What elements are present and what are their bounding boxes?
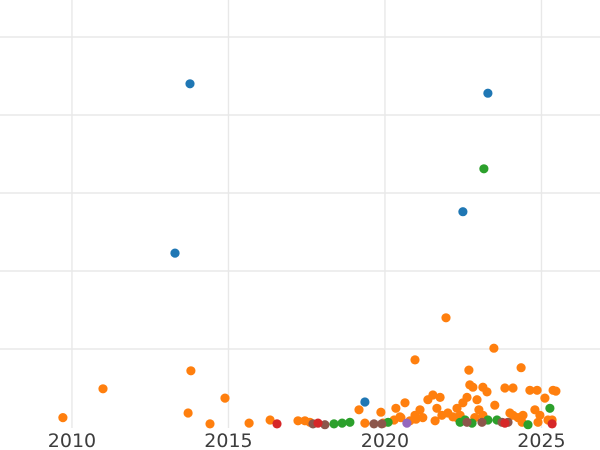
data-point-orange[interactable] [354, 405, 364, 415]
data-point-orange[interactable] [468, 382, 478, 392]
data-point-red[interactable] [547, 419, 557, 429]
data-point-orange[interactable] [452, 403, 462, 413]
data-point-orange[interactable] [532, 385, 542, 395]
data-point-orange[interactable] [293, 416, 303, 426]
data-point-green[interactable] [523, 420, 533, 430]
data-point-orange[interactable] [410, 355, 420, 365]
data-point-red[interactable] [313, 418, 323, 428]
data-point-orange[interactable] [205, 419, 215, 429]
data-point-orange[interactable] [400, 398, 410, 408]
data-point-orange[interactable] [415, 405, 425, 415]
data-point-orange[interactable] [244, 418, 254, 428]
data-point-orange[interactable] [428, 390, 438, 400]
data-point-orange[interactable] [186, 366, 196, 376]
data-point-brown[interactable] [369, 419, 379, 429]
x-tick-label: 2025 [517, 430, 565, 450]
data-point-orange[interactable] [391, 403, 401, 413]
data-point-orange[interactable] [508, 383, 518, 393]
data-point-green[interactable] [545, 403, 555, 413]
data-point-brown[interactable] [462, 417, 472, 427]
data-point-orange[interactable] [430, 416, 440, 426]
data-point-orange[interactable] [472, 395, 482, 405]
data-point-orange[interactable] [540, 393, 550, 403]
data-point-orange[interactable] [462, 392, 472, 402]
data-point-orange[interactable] [418, 413, 428, 423]
data-point-blue[interactable] [360, 397, 370, 407]
data-point-orange[interactable] [482, 387, 492, 397]
data-point-brown[interactable] [377, 419, 387, 429]
data-point-orange[interactable] [360, 418, 370, 428]
data-point-blue[interactable] [458, 207, 468, 217]
x-tick-label: 2015 [204, 430, 252, 450]
data-point-orange[interactable] [489, 343, 499, 353]
data-point-orange[interactable] [518, 410, 528, 420]
data-point-orange[interactable] [396, 413, 406, 423]
data-point-orange[interactable] [535, 410, 545, 420]
data-point-orange[interactable] [490, 400, 500, 410]
data-point-brown[interactable] [477, 417, 487, 427]
data-point-brown[interactable] [320, 420, 330, 430]
data-point-orange[interactable] [98, 384, 108, 394]
data-point-blue[interactable] [170, 248, 180, 258]
data-point-red[interactable] [500, 418, 510, 428]
data-point-orange[interactable] [376, 407, 386, 417]
x-tick-label: 2010 [48, 430, 96, 450]
data-point-purple[interactable] [402, 418, 412, 428]
data-point-orange[interactable] [533, 417, 543, 427]
data-point-green[interactable] [345, 417, 355, 427]
data-point-orange[interactable] [441, 313, 451, 323]
data-point-orange[interactable] [516, 363, 526, 373]
data-point-orange[interactable] [551, 386, 561, 396]
data-point-green[interactable] [479, 164, 489, 174]
data-point-orange[interactable] [464, 365, 474, 375]
data-point-blue[interactable] [185, 79, 195, 89]
data-point-orange[interactable] [183, 408, 193, 418]
data-point-orange[interactable] [435, 392, 445, 402]
data-point-orange[interactable] [432, 403, 442, 413]
data-point-orange[interactable] [58, 413, 68, 423]
data-point-red[interactable] [272, 419, 282, 429]
data-point-orange[interactable] [220, 393, 230, 403]
x-tick-label: 2020 [361, 430, 409, 450]
data-point-green[interactable] [337, 418, 347, 428]
data-point-blue[interactable] [483, 88, 493, 98]
data-point-orange[interactable] [500, 383, 510, 393]
data-point-green[interactable] [329, 419, 339, 429]
data-point-orange[interactable] [265, 415, 275, 425]
data-point-orange[interactable] [525, 385, 535, 395]
